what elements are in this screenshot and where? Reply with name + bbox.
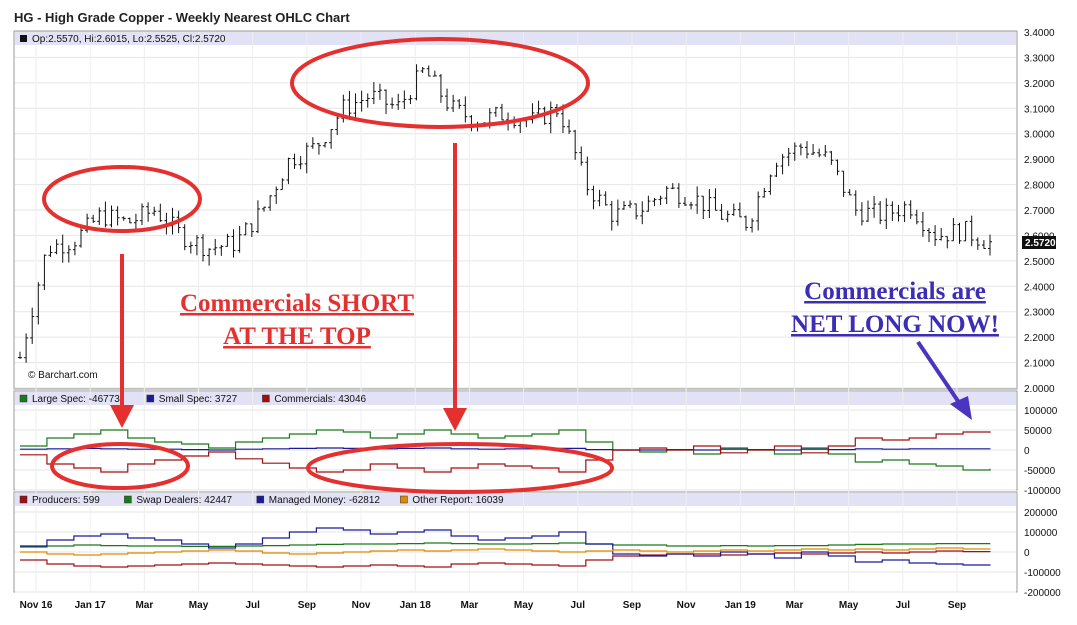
price-y-tick: 3.1000 bbox=[1024, 104, 1055, 115]
legend-label: Commercials: 43046 bbox=[274, 394, 366, 405]
x-tick-label: Sep bbox=[298, 600, 316, 611]
annotation-shapes bbox=[42, 37, 614, 494]
x-tick-label: Sep bbox=[948, 600, 966, 611]
y-axis-ticks: 3.4000 3.3000 3.2000 3.1000 3.0000 2.9000 2.80… bbox=[1024, 28, 1061, 599]
x-tick-label: Mar bbox=[135, 600, 153, 611]
legend-swatch bbox=[400, 495, 408, 504]
price-y-tick: 3.4000 bbox=[1024, 28, 1055, 39]
x-tick-label: Jul bbox=[245, 600, 260, 611]
arrow-right-head bbox=[950, 396, 972, 420]
price-bars bbox=[18, 64, 992, 363]
watermark: © Barchart.com bbox=[28, 370, 98, 381]
series-line-large-spec bbox=[20, 429, 991, 471]
ohlc-readout: Op:2.5570, Hi:2.6015, Lo:2.5525, Cl:2.57… bbox=[32, 34, 226, 45]
chart-title: HG - High Grade Copper - Weekly Nearest … bbox=[14, 10, 350, 25]
price-y-tick: 2.7000 bbox=[1024, 206, 1055, 217]
x-tick-label: Jul bbox=[571, 600, 586, 611]
x-tick-label: Nov bbox=[352, 600, 371, 611]
disagg-panel bbox=[13, 491, 1018, 593]
legend-swatch bbox=[19, 394, 28, 403]
series-line-managed-money bbox=[20, 527, 991, 566]
annotation-left-line2: AT THE TOP bbox=[223, 323, 371, 350]
legend-label: Producers: 599 bbox=[32, 495, 100, 506]
series-line-producers bbox=[20, 550, 991, 568]
legend-swatch bbox=[124, 495, 132, 504]
legend-swatch bbox=[256, 495, 265, 504]
x-tick-label: May bbox=[514, 600, 534, 611]
ellipse-comm-2018 bbox=[306, 442, 614, 494]
cot-y-tick: -100000 bbox=[1024, 486, 1061, 497]
legend-swatch bbox=[146, 394, 155, 403]
price-panel-header bbox=[15, 32, 1016, 45]
disagg-y-tick: -100000 bbox=[1024, 568, 1061, 579]
disagg-legend: Producers: 599 Swap Dealers: 42447 Managed… bbox=[19, 495, 504, 506]
ellipse-comm-2017 bbox=[50, 442, 190, 490]
disagg-y-tick: 200000 bbox=[1024, 508, 1058, 519]
x-tick-label: May bbox=[189, 600, 209, 611]
x-axis-ticks: Nov 16 Jan 17 Mar May Jul Sep Nov Jan 18 Mar May J… bbox=[20, 600, 967, 611]
legend-swatch bbox=[19, 495, 28, 504]
series-line-small-spec bbox=[20, 447, 991, 451]
x-tick-label: Mar bbox=[461, 600, 479, 611]
price-y-tick: 2.4000 bbox=[1024, 282, 1055, 293]
price-y-tick: 2.1000 bbox=[1024, 359, 1055, 370]
arrow-mid-head bbox=[443, 408, 467, 431]
x-tick-label: Mar bbox=[786, 600, 804, 611]
legend-label: Small Spec: 3727 bbox=[159, 394, 238, 405]
arrow-right-shaft bbox=[916, 340, 962, 406]
cot-y-tick: 100000 bbox=[1024, 406, 1058, 417]
price-y-tick: 3.2000 bbox=[1024, 79, 1055, 90]
legend-label: Large Spec: -46773 bbox=[32, 394, 120, 405]
price-y-tick: 2.9000 bbox=[1024, 155, 1055, 166]
cot-y-tick: -50000 bbox=[1024, 466, 1056, 477]
price-y-tick: 2.2000 bbox=[1024, 333, 1055, 344]
ellipse-top-2018 bbox=[290, 37, 590, 129]
arrow-left-head bbox=[110, 405, 134, 428]
x-tick-label: Jan 19 bbox=[725, 600, 757, 611]
cot-legend: Large Spec: -46773 Small Spec: 3727 Commer… bbox=[19, 394, 367, 405]
x-tick-label: May bbox=[839, 600, 859, 611]
ellipse-top-2017 bbox=[42, 165, 202, 233]
disagg-y-tick: -200000 bbox=[1024, 588, 1061, 599]
price-y-tick: 2.3000 bbox=[1024, 308, 1055, 319]
grid-lines bbox=[15, 31, 1016, 593]
price-y-tick: 2.5000 bbox=[1024, 257, 1055, 268]
price-y-tick: 2.8000 bbox=[1024, 181, 1055, 192]
annotation-right-line1: Commercials are bbox=[804, 278, 986, 305]
legend-label: Managed Money: -62812 bbox=[269, 495, 381, 506]
annotation-left-line1: Commercials SHORT bbox=[180, 290, 414, 317]
x-tick-label: Sep bbox=[623, 600, 641, 611]
disagg-y-tick: 100000 bbox=[1024, 528, 1058, 539]
legend-label: Swap Dealers: 42447 bbox=[136, 495, 232, 506]
price-y-tick: 3.0000 bbox=[1024, 130, 1055, 141]
cot-y-tick: 0 bbox=[1024, 446, 1030, 457]
legend-swatch bbox=[262, 394, 270, 403]
price-y-tick: 2.0000 bbox=[1024, 384, 1055, 395]
x-tick-label: Jan 17 bbox=[75, 600, 107, 611]
legend-label: Other Report: 16039 bbox=[412, 495, 504, 506]
disagg-y-tick: 0 bbox=[1024, 548, 1030, 559]
x-tick-label: Jan 18 bbox=[400, 600, 432, 611]
x-tick-label: Nov 16 bbox=[20, 600, 53, 611]
x-tick-label: Nov bbox=[677, 600, 696, 611]
annotation-right-line2: NET LONG NOW! bbox=[791, 311, 999, 338]
series-line-swap-dealers bbox=[20, 542, 991, 548]
x-tick-label: Jul bbox=[896, 600, 911, 611]
cot-panel bbox=[13, 390, 1018, 491]
last-price: 2.5720 bbox=[1025, 238, 1056, 249]
price-y-tick: 3.3000 bbox=[1024, 53, 1055, 64]
ohlc-marker-icon bbox=[20, 35, 27, 42]
series-line-other-report bbox=[20, 547, 991, 556]
last-price-tag bbox=[1022, 236, 1056, 249]
cot-y-tick: 50000 bbox=[1024, 426, 1052, 437]
disagg-lines bbox=[20, 527, 991, 568]
disagg-panel-header bbox=[15, 493, 1016, 506]
